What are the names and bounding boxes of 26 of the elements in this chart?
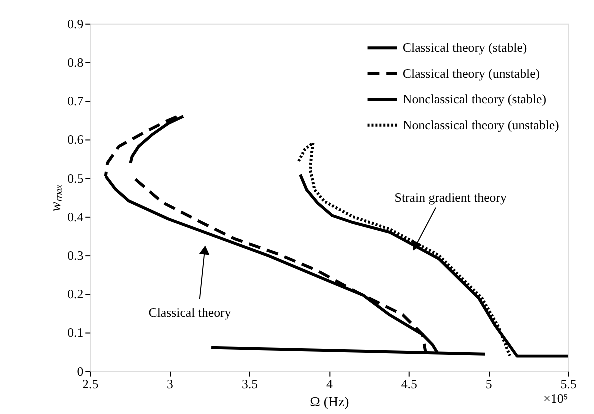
y-tick-label: 0.2 [68, 288, 84, 302]
y-tick-label: 0.1 [68, 326, 84, 340]
x-tick-label: 4.5 [401, 378, 418, 392]
y-tick-label: 0.6 [68, 133, 84, 148]
legend-label: Classical theory (stable) [402, 41, 528, 56]
y-tick-label: 0.4 [68, 210, 84, 224]
y-tick-label: 0.9 [68, 17, 84, 32]
y-tick-label: 0 [77, 364, 84, 379]
y-tick-label: 0.8 [68, 56, 84, 70]
y-tick-label: 0.3 [68, 249, 84, 263]
x-tick-label: 4 [326, 378, 334, 392]
y-tick-label: 0.5 [68, 172, 84, 186]
x-axis-title: Ω (Hz) [310, 394, 350, 410]
text: ×10⁵ [544, 392, 568, 406]
annotation: Classical theory [148, 306, 232, 320]
y-axis-title: wₘₐₓ [48, 184, 65, 212]
legend-label: Nonclassical theory (stable) [402, 92, 546, 107]
annotation: Strain gradient theory [394, 190, 508, 205]
legend-label: Classical theory (unstable) [402, 66, 540, 81]
x-tick-label: 5.5 [560, 378, 577, 392]
x-tick-label: 3.5 [242, 378, 258, 392]
x-tick-label: 3 [167, 378, 174, 392]
legend-label: Nonclassical theory (unstable) [402, 118, 560, 132]
y-tick-label: 0.7 [68, 94, 84, 109]
x-tick-label: 5 [486, 378, 492, 392]
x-tick-label: 2.5 [82, 378, 99, 392]
